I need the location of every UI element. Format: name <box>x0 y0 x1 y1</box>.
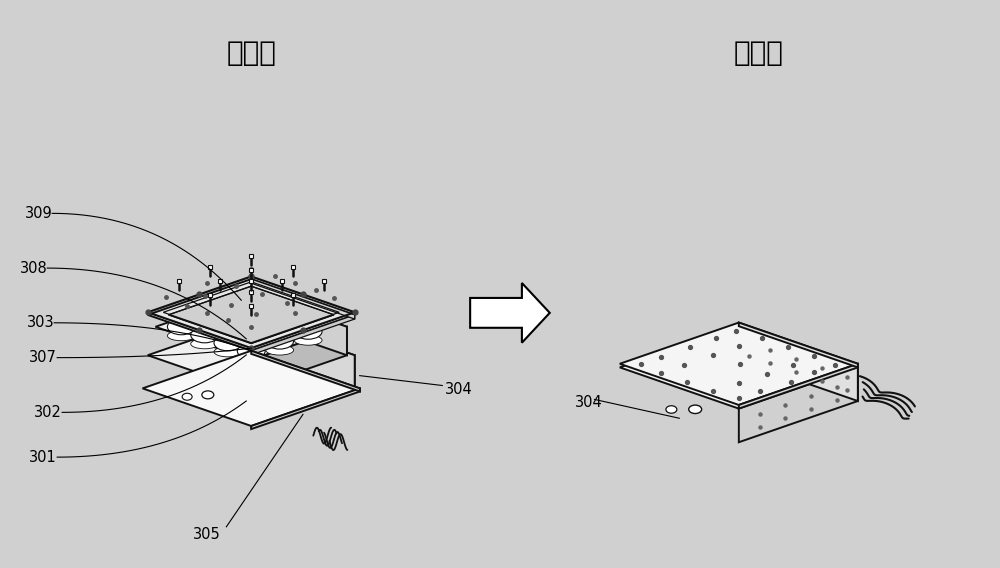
Ellipse shape <box>191 339 219 349</box>
Polygon shape <box>155 294 347 360</box>
Ellipse shape <box>689 405 702 414</box>
Polygon shape <box>148 279 355 350</box>
Ellipse shape <box>237 355 265 365</box>
Ellipse shape <box>196 309 224 325</box>
Polygon shape <box>251 389 360 429</box>
Ellipse shape <box>271 315 299 331</box>
Ellipse shape <box>167 319 195 335</box>
Ellipse shape <box>666 406 677 413</box>
Text: 305: 305 <box>193 527 220 542</box>
Polygon shape <box>251 327 347 389</box>
Ellipse shape <box>248 319 276 329</box>
Ellipse shape <box>214 347 242 357</box>
Ellipse shape <box>191 327 219 343</box>
Polygon shape <box>251 279 355 319</box>
Text: 308: 308 <box>19 261 47 275</box>
Polygon shape <box>168 286 334 344</box>
Ellipse shape <box>224 299 252 315</box>
Ellipse shape <box>237 343 265 359</box>
Ellipse shape <box>266 333 294 349</box>
Text: 304: 304 <box>575 395 602 410</box>
Text: 307: 307 <box>29 350 57 365</box>
Polygon shape <box>739 367 858 442</box>
Ellipse shape <box>196 321 224 331</box>
Polygon shape <box>739 326 858 401</box>
Polygon shape <box>251 294 347 355</box>
Polygon shape <box>251 319 355 391</box>
Text: 301: 301 <box>29 450 57 465</box>
Polygon shape <box>739 364 858 408</box>
Ellipse shape <box>266 345 294 355</box>
Ellipse shape <box>242 337 270 347</box>
Polygon shape <box>148 319 355 391</box>
Ellipse shape <box>271 327 299 337</box>
Ellipse shape <box>219 317 247 333</box>
Text: 装配后: 装配后 <box>734 39 784 67</box>
Ellipse shape <box>242 325 270 341</box>
Polygon shape <box>251 351 360 391</box>
Polygon shape <box>470 283 550 343</box>
Ellipse shape <box>248 307 276 323</box>
Text: 309: 309 <box>24 206 52 221</box>
Polygon shape <box>620 323 858 405</box>
Ellipse shape <box>294 335 322 345</box>
Polygon shape <box>739 323 858 367</box>
Ellipse shape <box>224 311 252 321</box>
Polygon shape <box>251 315 355 355</box>
Polygon shape <box>620 326 858 408</box>
Text: 装配前: 装配前 <box>226 39 276 67</box>
Text: 304: 304 <box>445 382 473 397</box>
Text: 303: 303 <box>27 315 54 331</box>
Ellipse shape <box>294 323 322 339</box>
Text: 302: 302 <box>34 405 62 420</box>
Ellipse shape <box>167 331 195 341</box>
Ellipse shape <box>182 393 192 400</box>
Ellipse shape <box>202 391 214 399</box>
Ellipse shape <box>214 335 242 351</box>
Polygon shape <box>251 355 355 427</box>
Polygon shape <box>143 351 360 426</box>
Ellipse shape <box>219 329 247 339</box>
